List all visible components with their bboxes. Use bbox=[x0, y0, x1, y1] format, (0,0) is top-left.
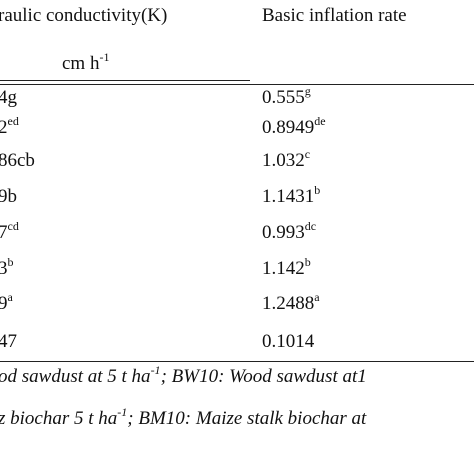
header-bottom-rule bbox=[0, 84, 474, 85]
table-cell-k: 47 bbox=[0, 331, 17, 352]
table-bottom-rule bbox=[0, 361, 474, 362]
table-cell-rate: 1.1431b bbox=[262, 183, 321, 207]
footnote-line-1: od sawdust at 5 t ha-1; BW10: Wood sawdu… bbox=[0, 363, 367, 387]
table-cell-k: 4g bbox=[0, 87, 17, 108]
header-basic-inflation-rate: Basic inflation rate bbox=[262, 5, 407, 26]
footnote-line-2: z biochar 5 t ha-1; BM10: Maize stalk bi… bbox=[0, 405, 367, 429]
table-cell-k: 9a bbox=[0, 290, 13, 314]
table-cell-k: 9b bbox=[0, 186, 17, 207]
table-cell-rate: 1.142b bbox=[262, 255, 311, 279]
table-cell-k: 86cb bbox=[0, 150, 35, 171]
header-hydraulic-conductivity: raulic conductivity(K) bbox=[0, 5, 168, 26]
table-cell-rate: 0.8949de bbox=[262, 114, 326, 138]
table-cell-k: 3b bbox=[0, 255, 14, 279]
table-cell-k: 2ed bbox=[0, 114, 19, 138]
table-cell-rate: 1.2488a bbox=[262, 290, 320, 314]
table-cell-rate: 0.993dc bbox=[262, 219, 317, 243]
table-cell-rate: 1.032c bbox=[262, 147, 311, 171]
table-cell-k: 7cd bbox=[0, 219, 19, 243]
unit-underline bbox=[0, 80, 250, 81]
unit-label: cm h-1 bbox=[62, 50, 110, 74]
table-cell-rate: 0.1014 bbox=[262, 331, 315, 352]
table-cell-rate: 0.555g bbox=[262, 84, 311, 108]
